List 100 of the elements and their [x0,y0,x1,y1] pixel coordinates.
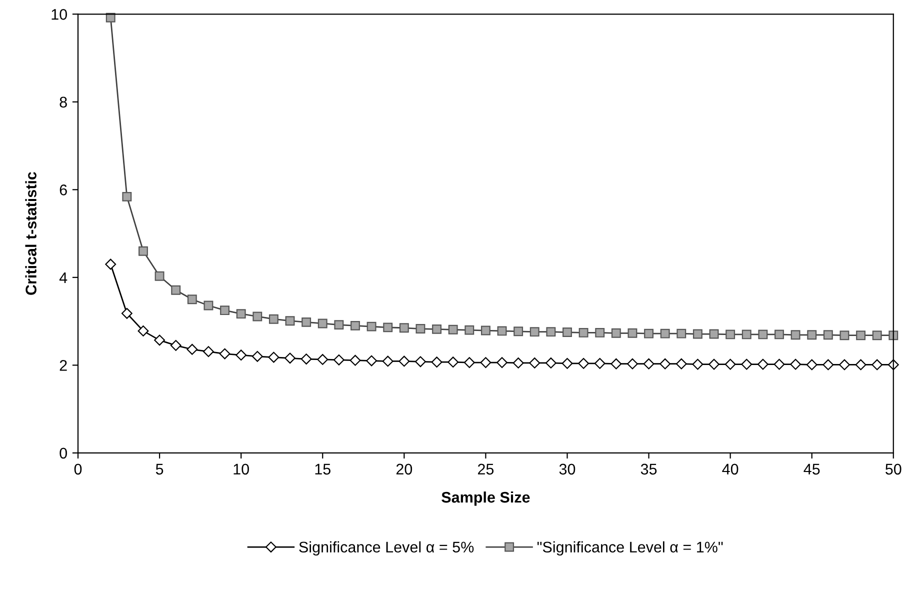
y-tick-label: 6 [60,184,67,196]
point [545,358,556,368]
x-tick-label: 40 [722,464,738,475]
point [822,359,834,370]
point [643,358,654,370]
point [692,329,702,339]
point [350,354,361,366]
x-tick-label: 45 [804,464,820,475]
point [758,330,768,340]
legend-label: "Significance Level α = 1%" [537,541,723,556]
point [610,358,622,370]
y-axis-title: Critical t-statistic [25,172,36,295]
x-tick-label: 20 [396,464,412,475]
point [628,328,638,338]
point [726,330,736,340]
point [366,322,376,332]
point [644,328,654,338]
point [203,346,214,358]
point [252,350,263,362]
point [840,330,850,340]
x-tick-label: 50 [886,464,902,475]
point [398,356,410,367]
point [692,358,704,370]
point [383,322,393,332]
point [708,358,720,370]
point [302,317,312,327]
point [154,334,166,346]
x-tick-label: 30 [559,464,576,475]
point [284,352,296,364]
point [676,328,686,338]
point [448,356,459,368]
point [530,327,540,337]
point [318,318,328,328]
point [268,314,278,324]
point [676,358,687,370]
point [872,359,883,370]
point [187,294,197,304]
point [757,358,768,370]
point [497,326,507,336]
x-tick-label: 0 [74,464,82,475]
point [611,328,621,338]
point [170,340,182,351]
point [562,358,573,369]
point [627,358,638,370]
point [546,327,556,337]
point [431,356,442,368]
point [856,330,866,340]
point [186,344,198,355]
y-tick-label: 2 [60,360,67,371]
point [122,192,132,202]
point [741,358,752,370]
point [512,358,524,368]
point [790,330,800,340]
y-tick-label: 0 [60,448,67,459]
point [219,348,230,360]
point [480,357,492,368]
point [774,330,784,340]
point [138,325,149,336]
point [562,328,572,337]
point [317,354,328,365]
point [366,355,378,366]
point [774,358,785,370]
point [742,330,752,340]
point [300,354,312,364]
point [578,328,588,338]
point [660,328,670,338]
point [709,329,719,339]
point [350,320,360,330]
point [236,350,247,361]
point [514,326,524,336]
point [171,285,181,295]
y-tick-label: 10 [52,9,67,20]
legend-label: Significance Level α = 5% [299,541,474,556]
x-axis-title: Sample Size [442,491,530,506]
point [806,359,818,370]
point [333,354,344,366]
point [399,323,409,333]
x-tick-label: 10 [234,464,249,475]
point [416,324,426,334]
point [252,312,262,322]
point [448,324,458,334]
point [888,330,898,340]
point [807,330,817,340]
y-tick-label: 8 [60,96,67,108]
point [382,356,394,367]
point [204,300,214,310]
point [724,358,736,370]
point [432,324,442,334]
point [529,358,540,368]
point [855,359,866,370]
point [839,359,850,370]
point [790,358,802,370]
point [106,12,116,22]
point [220,306,230,316]
point [595,328,605,338]
point [154,271,164,281]
point [464,325,474,335]
point [138,246,148,256]
point [594,358,606,369]
point [236,309,246,319]
